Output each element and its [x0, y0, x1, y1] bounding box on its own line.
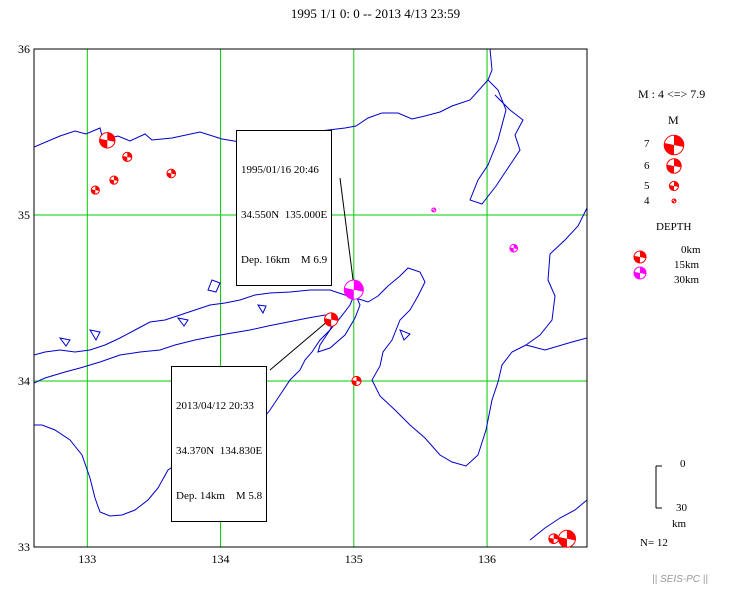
callout-2013: 2013/04/12 20:33 34.370N 134.830E Dep. 1… — [171, 366, 268, 522]
leader-line — [269, 321, 328, 371]
event-count: N= 12 — [640, 537, 668, 549]
callout-coords: 34.370N 134.830E — [176, 445, 263, 457]
lon-tick-label: 133 — [78, 552, 96, 566]
coastline — [34, 49, 587, 541]
legend-depth-0: 0km — [681, 244, 701, 256]
lat-tick-label: 36 — [18, 42, 30, 56]
earthquake-marker — [509, 243, 519, 253]
legend-mag-symbol — [671, 198, 677, 204]
callout-1995: 1995/01/16 20:46 34.550N 135.000E Dep. 1… — [236, 130, 333, 286]
earthquake-events — [90, 132, 577, 548]
legend-symbols — [633, 134, 685, 509]
legend-depth-header: DEPTH — [656, 221, 692, 233]
legend-mag-5: 5 — [644, 180, 650, 192]
earthquake-marker — [558, 529, 577, 548]
scale-bottom-label: 30 — [676, 502, 687, 514]
callout-date: 2013/04/12 20:33 — [176, 400, 254, 412]
lat-tick-label: 33 — [18, 540, 30, 554]
callout-info: Dep. 14km M 5.8 — [176, 490, 263, 502]
lon-tick-label: 134 — [212, 552, 230, 566]
scale-unit-label: km — [672, 518, 687, 530]
earthquake-marker — [431, 207, 437, 213]
lat-tick-label: 34 — [18, 374, 30, 388]
legend-depth-15: 15km — [674, 259, 700, 271]
legend-mag-symbol — [666, 158, 682, 174]
earthquake-marker — [166, 168, 177, 179]
lat-tick-label: 35 — [18, 208, 30, 222]
legend-mag-6: 6 — [644, 160, 650, 172]
lon-tick-label: 136 — [478, 552, 496, 566]
legend-mag-7: 7 — [644, 138, 650, 150]
map-frame — [33, 48, 588, 548]
callout-info: Dep. 16km M 6.9 — [241, 254, 328, 266]
earthquake-marker — [323, 312, 339, 327]
legend-mag-range: M : 4 <=> 7.9 — [638, 87, 706, 101]
earthquake-marker — [109, 175, 119, 185]
map-title: 1995 1/1 0: 0 -- 2013 4/13 23:59 — [290, 6, 461, 21]
earthquake-marker — [548, 533, 560, 545]
earthquake-marker — [99, 132, 116, 149]
legend-depth-symbol — [633, 266, 647, 280]
legend-depth-symbol — [633, 250, 647, 264]
callout-leaders — [269, 177, 355, 371]
callout-coords: 34.550N 135.000E — [241, 209, 328, 221]
legend-mag-header: M — [668, 113, 679, 127]
legend-mag-symbol — [663, 134, 685, 156]
legend-depth-30: 30km — [674, 274, 700, 286]
earthquake-marker — [90, 185, 100, 195]
lon-tick-label: 135 — [345, 552, 363, 566]
scale-top-label: 0 — [680, 458, 686, 470]
axis-ticks: 133 134 135 136 36 35 34 33 — [18, 42, 496, 566]
lat-lon-grid — [34, 48, 587, 548]
earthquake-marker — [343, 279, 364, 300]
leader-line — [339, 177, 355, 286]
legend-mag-symbol — [668, 180, 680, 192]
legend-mag-4: 4 — [644, 195, 650, 207]
earthquake-marker — [122, 151, 133, 162]
callout-date: 1995/01/16 20:46 — [241, 164, 319, 176]
earthquake-marker — [351, 375, 362, 387]
app-signature: || SEIS-PC || — [652, 574, 708, 585]
